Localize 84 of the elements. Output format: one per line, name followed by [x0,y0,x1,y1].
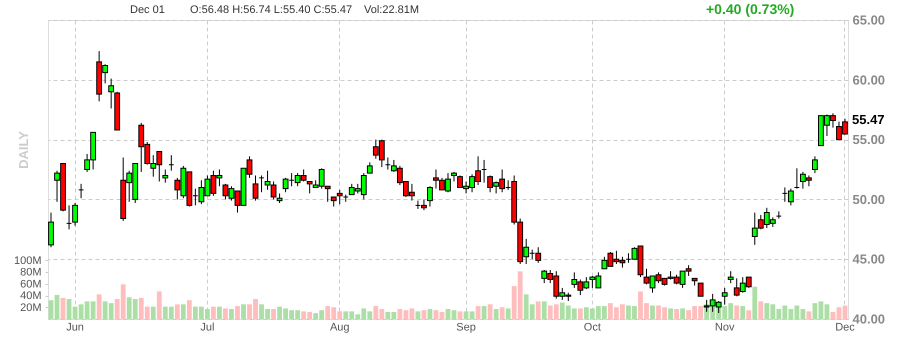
bar [428,309,432,319]
x-tick-label: Oct [584,322,601,334]
bar [96,294,102,319]
bar [60,298,66,319]
bar [482,306,486,319]
y2-tick-label: 20M [20,302,42,314]
bar [734,305,740,319]
candlestick [342,194,349,202]
candlestick [258,174,264,193]
candlestick [306,180,313,194]
candlestick [252,174,258,202]
x-tick-label: Jul [200,322,214,334]
y-tick-label: 65.00 [852,12,886,28]
bar [241,304,246,319]
candlestick [481,159,487,184]
text: Vol:22.81M [364,4,420,16]
candlestick [72,202,78,226]
candlestick [728,270,734,284]
x-tick-label: Aug [330,322,350,334]
bar [758,301,764,319]
bar [156,291,162,319]
bar [674,309,679,319]
bar [494,309,499,319]
bar [186,300,192,319]
candlestick [276,192,282,204]
bar [500,307,505,319]
x-tick-label: Sep [456,322,476,334]
bar [150,306,156,319]
bar [680,308,685,319]
bar [542,301,547,319]
bar [476,306,480,319]
y-tick-label: 45.00 [852,252,886,267]
bar [211,306,216,319]
text: Dec 01 [130,4,165,16]
candlestick [78,183,84,199]
candlestick [427,186,433,208]
candlestick [698,282,704,297]
bar [488,304,493,319]
bar [416,311,420,319]
bar [650,305,655,319]
x-tick-label: Jun [66,322,84,334]
candlestick [722,287,728,306]
candlestick [812,156,818,174]
bar [668,308,673,319]
y2-tick-label: 40M [20,290,42,302]
bar [806,311,812,319]
y-tick-label: 40.00 [852,312,886,326]
bar [229,309,234,319]
bar [235,306,240,319]
y2-tick-label: 60M [20,278,42,290]
candlestick [366,162,373,174]
candlestick [168,154,174,172]
candlestick [108,78,114,110]
text: O:56.48 H:56.74 L:55.40 C:55.47 [190,4,352,16]
candlestick [384,157,391,170]
bar [174,304,180,319]
y-tick-label: 50.00 [852,192,886,207]
bar [752,286,758,319]
bar [746,310,752,319]
y2-tick-label: 80M [20,266,42,279]
bar [506,308,511,319]
bar [578,308,583,319]
candlestick [162,169,168,184]
bar [536,301,541,319]
bar [458,311,462,319]
candlestick [794,168,800,190]
text: 55.47 [852,112,885,127]
candlestick [48,212,54,248]
candlestick [66,204,72,230]
y-tick-label: 60.00 [852,72,886,88]
text: +0.40 (0.73%) [706,1,794,17]
x-tick-label: Dec [835,322,856,334]
bar [422,310,426,319]
y2-tick-label: 100M [14,254,42,267]
candlestick [336,189,343,205]
bar [223,308,228,319]
candlestick [330,196,337,208]
bar [217,306,222,319]
bar [271,309,276,319]
x-tick-label: Nov [714,322,735,334]
y-tick-label: 55.00 [852,132,886,148]
candlestick [451,171,457,182]
bar [740,306,746,319]
bar [180,304,186,319]
